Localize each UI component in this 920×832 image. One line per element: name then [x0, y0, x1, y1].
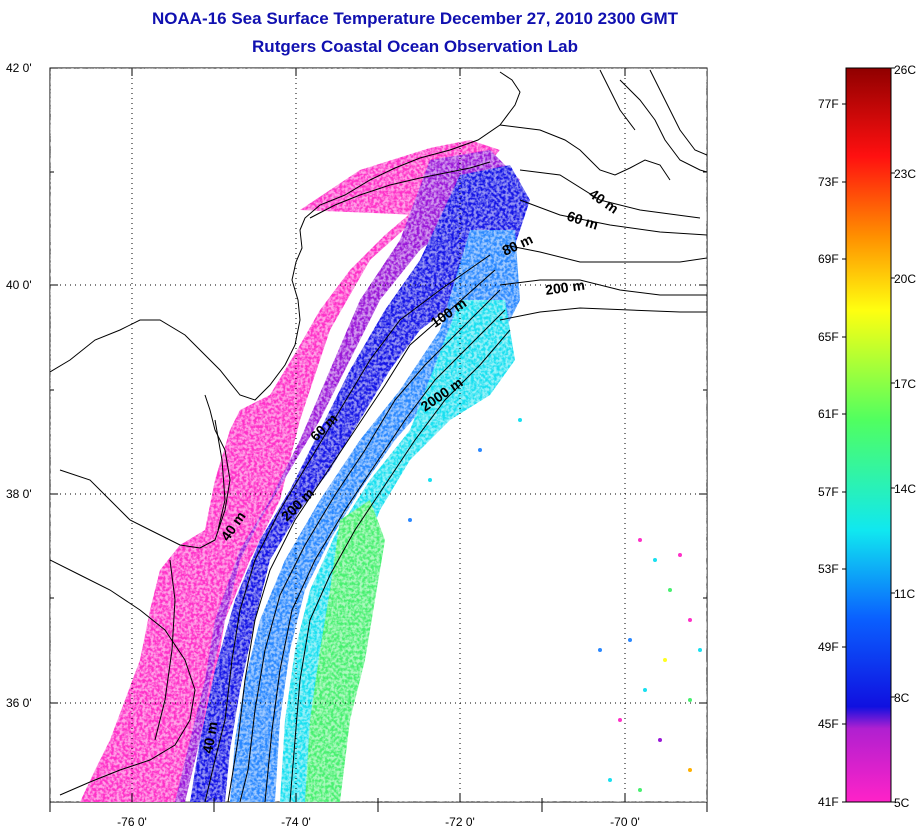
- celsius-label: 26C: [894, 63, 916, 77]
- fahrenheit-label: 57F: [818, 485, 839, 499]
- coastline: [50, 69, 707, 796]
- contour-offshore: [499, 307, 707, 321]
- contour-label: 40 m: [199, 720, 220, 754]
- celsius-label: 11C: [894, 587, 915, 601]
- lat-label-38: 38 0': [6, 487, 32, 501]
- celsius-label: 23C: [894, 167, 916, 181]
- fahrenheit-label: 53F: [818, 562, 839, 576]
- fahrenheit-label: 69F: [818, 252, 839, 266]
- celsius-label: 8C: [894, 691, 910, 705]
- celsius-label: 17C: [894, 377, 916, 391]
- contour-deep: [289, 329, 511, 802]
- lon-label-74: -74 0': [281, 815, 311, 829]
- contour-slope: [264, 309, 506, 802]
- fahrenheit-label: 41F: [818, 795, 839, 809]
- fahrenheit-label: 65F: [818, 330, 839, 344]
- fahrenheit-label: 73F: [818, 175, 839, 189]
- contour-60m: [519, 199, 707, 236]
- offshore-speckle: [408, 418, 702, 792]
- fahrenheit-label: 61F: [818, 407, 839, 421]
- contour-label: 200 m: [544, 277, 586, 298]
- celsius-label: 5C: [894, 796, 910, 810]
- celsius-label: 14C: [894, 482, 916, 496]
- colorbar-gradient: [845, 67, 892, 803]
- fahrenheit-label: 45F: [818, 717, 839, 731]
- chart-title: NOAA-16 Sea Surface Temperature December…: [152, 9, 678, 28]
- contour-80m: [504, 244, 707, 263]
- chart-subtitle: Rutgers Coastal Ocean Observation Lab: [252, 37, 578, 56]
- colorbar-ticks: [842, 67, 895, 803]
- lon-label-70: -70 0': [610, 815, 640, 829]
- fahrenheit-label: 77F: [818, 97, 839, 111]
- contour-40m: [519, 169, 701, 219]
- lat-label-40: 40 0': [6, 278, 32, 292]
- contour-shelf-outer: [239, 289, 501, 802]
- contour-shelf-mid: [227, 269, 496, 802]
- lon-label-76: -76 0': [117, 815, 147, 829]
- lon-label-72: -72 0': [445, 815, 475, 829]
- lat-label-42: 42 0': [6, 61, 32, 75]
- fahrenheit-label: 49F: [818, 640, 839, 654]
- cloud-mask: [50, 68, 707, 802]
- contour-shelf-inner: [204, 254, 491, 802]
- celsius-label: 20C: [894, 272, 916, 286]
- sst-field: [50, 68, 707, 802]
- axis-ticks: [49, 67, 708, 812]
- lat-label-36: 36 0': [6, 696, 32, 710]
